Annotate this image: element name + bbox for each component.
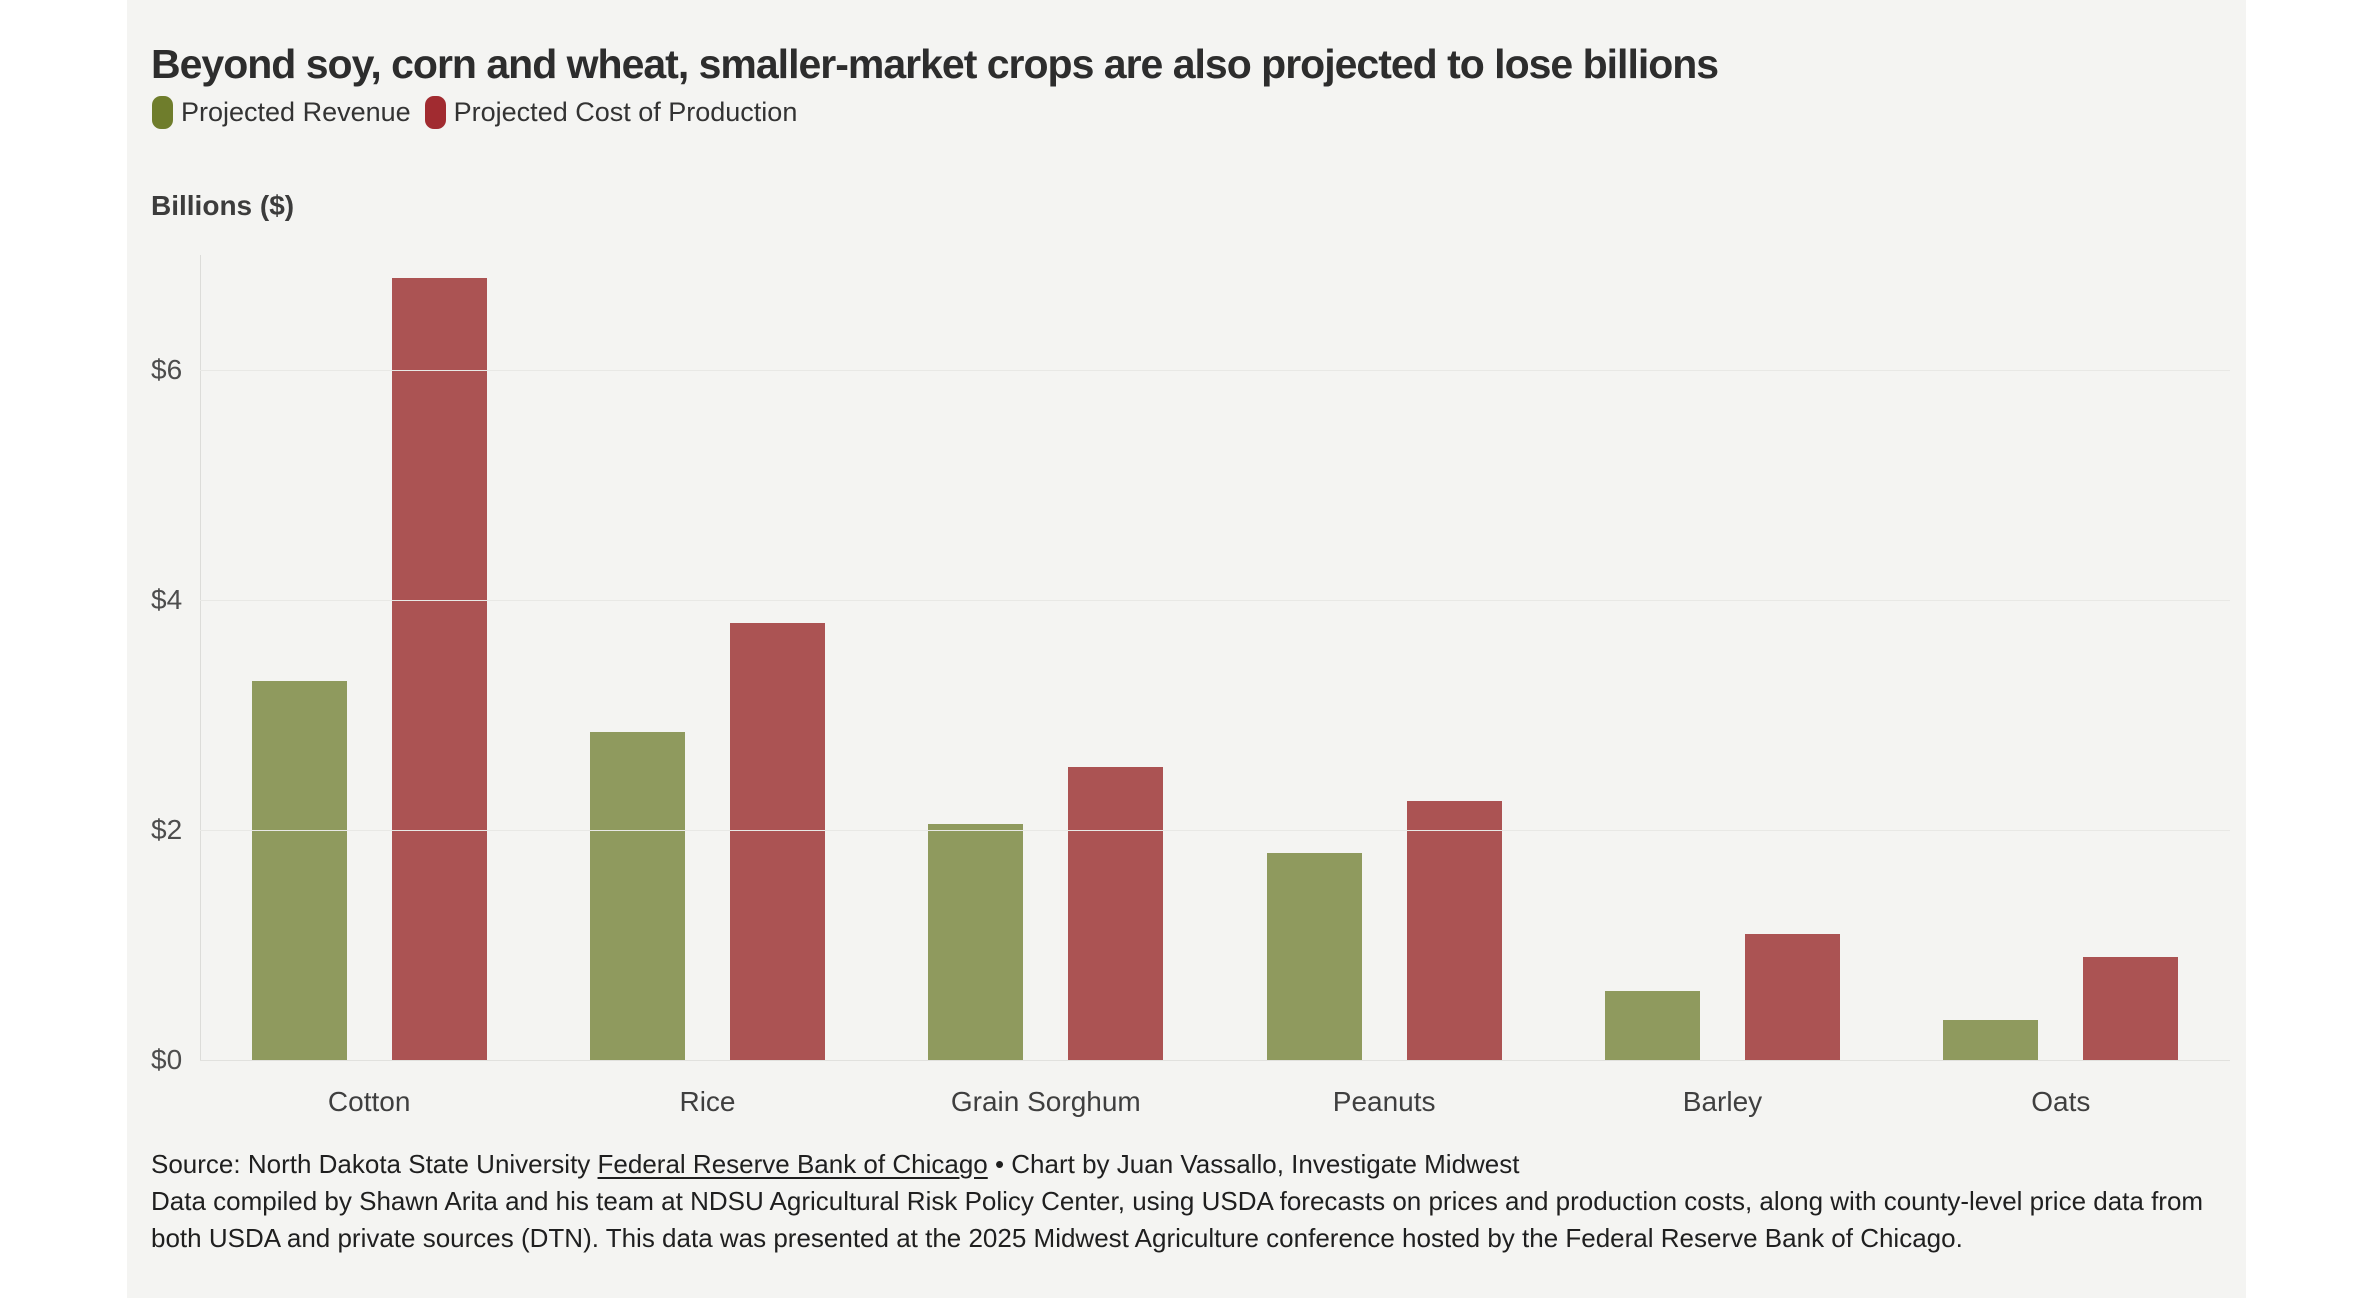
legend-label-revenue: Projected Revenue [181,97,411,127]
source-link[interactable]: Federal Reserve Bank of Chicago [597,1149,988,1179]
gridline-4 [200,600,2230,601]
bar-revenue-oats [1943,1019,2039,1060]
legend-swatch-cost-icon [424,96,446,129]
bar-cost-rice [729,623,825,1060]
bar-group-rice: Rice [538,255,876,1117]
y-axis-line [200,255,201,1060]
y-tick-label-4: $4 [151,584,183,615]
bar-groups: Cotton Rice Grain Sorghum Peanuts Barley Oats [200,255,2230,1117]
x-axis-label-oats: Oats [2031,1086,2091,1117]
bar-revenue-grain-sorghum [928,824,1024,1060]
x-axis-label-barley: Barley [1682,1086,1763,1117]
legend-item-cost: Projected Cost of Production [424,96,798,129]
bar-group-grain-sorghum: Grain Sorghum [877,255,1215,1117]
y-tick-label-6: $6 [151,354,183,385]
bar-cost-peanuts [1406,801,1502,1060]
legend-label-cost: Projected Cost of Production [453,97,798,127]
x-axis-label-cotton: Cotton [327,1086,411,1117]
bar-group-oats: Oats [1892,255,2230,1117]
plot-area: Cotton Rice Grain Sorghum Peanuts Barley Oats… [151,255,2230,1117]
bar-revenue-peanuts [1266,853,1362,1060]
bar-group-peanuts: Peanuts [1215,255,1553,1117]
bar-revenue-barley [1604,991,1700,1060]
chart-card: Beyond soy, corn and wheat, smaller-mark… [127,0,2246,1298]
bar-group-barley: Barley [1553,255,1891,1117]
x-axis-label-peanuts: Peanuts [1332,1086,1436,1117]
source-suffix: • Chart by Juan Vassallo, Investigate Mi… [987,1149,1520,1179]
legend-swatch-revenue-icon [152,96,173,129]
gridline-6 [200,370,2230,371]
gridline-0 [200,1060,2230,1061]
bar-cost-barley [1744,933,1840,1060]
bar-group-cotton: Cotton [200,255,538,1117]
bar-revenue-rice [589,732,685,1060]
footer-notes: Data compiled by Shawn Arita and his tea… [151,1186,2204,1253]
source-line: Source: North Dakota State University Fe… [151,1146,2222,1183]
y-axis-title: Billions ($) [151,190,295,221]
bar-cost-grain-sorghum [1068,766,1164,1060]
y-tick-label-0: $0 [151,1044,183,1075]
bar-revenue-cotton [251,680,347,1060]
x-axis-label-grain-sorghum: Grain Sorghum [950,1086,1141,1117]
bar-cost-cotton [391,278,487,1060]
bar-cost-oats [2083,956,2179,1060]
legend-item-revenue: Projected Revenue [152,96,411,129]
footer: Source: North Dakota State University Fe… [151,1146,2222,1257]
y-tick-label-2: $2 [151,814,183,845]
source-prefix: Source: North Dakota State University [151,1149,598,1179]
legend: Projected Revenue Projected Cost of Prod… [152,96,797,129]
x-axis-label-rice: Rice [679,1086,736,1117]
chart-title: Beyond soy, corn and wheat, smaller-mark… [151,41,1719,88]
gridline-2 [200,830,2230,831]
